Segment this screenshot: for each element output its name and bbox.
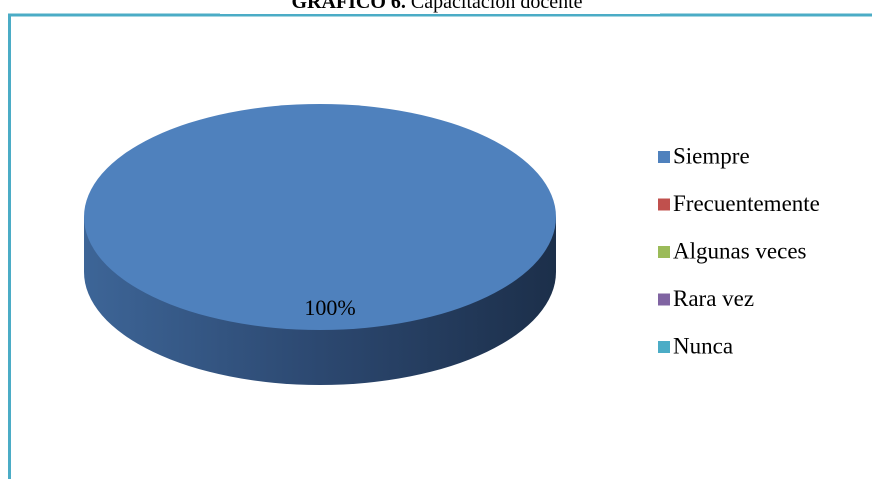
title-bg (220, 0, 660, 14)
legend-swatch (658, 198, 670, 211)
legend-swatch (658, 246, 670, 258)
legend-swatch (658, 151, 670, 163)
data-label: 100% (304, 295, 355, 320)
chart-title: GRÁFICO 6. Capacitación docente (291, 0, 582, 13)
legend-swatch (658, 341, 670, 353)
title-text: Capacitación docente (411, 0, 583, 13)
title-prefix: GRÁFICO 6. (291, 0, 405, 13)
legend-label: Siempre (673, 143, 750, 168)
pie-slice (84, 104, 556, 330)
legend-label: Algunas veces (673, 238, 807, 263)
legend-label: Rara vez (673, 286, 754, 311)
legend-swatch (658, 293, 670, 306)
legend-label: Frecuentemente (673, 191, 820, 216)
legend-label: Nunca (673, 333, 733, 358)
